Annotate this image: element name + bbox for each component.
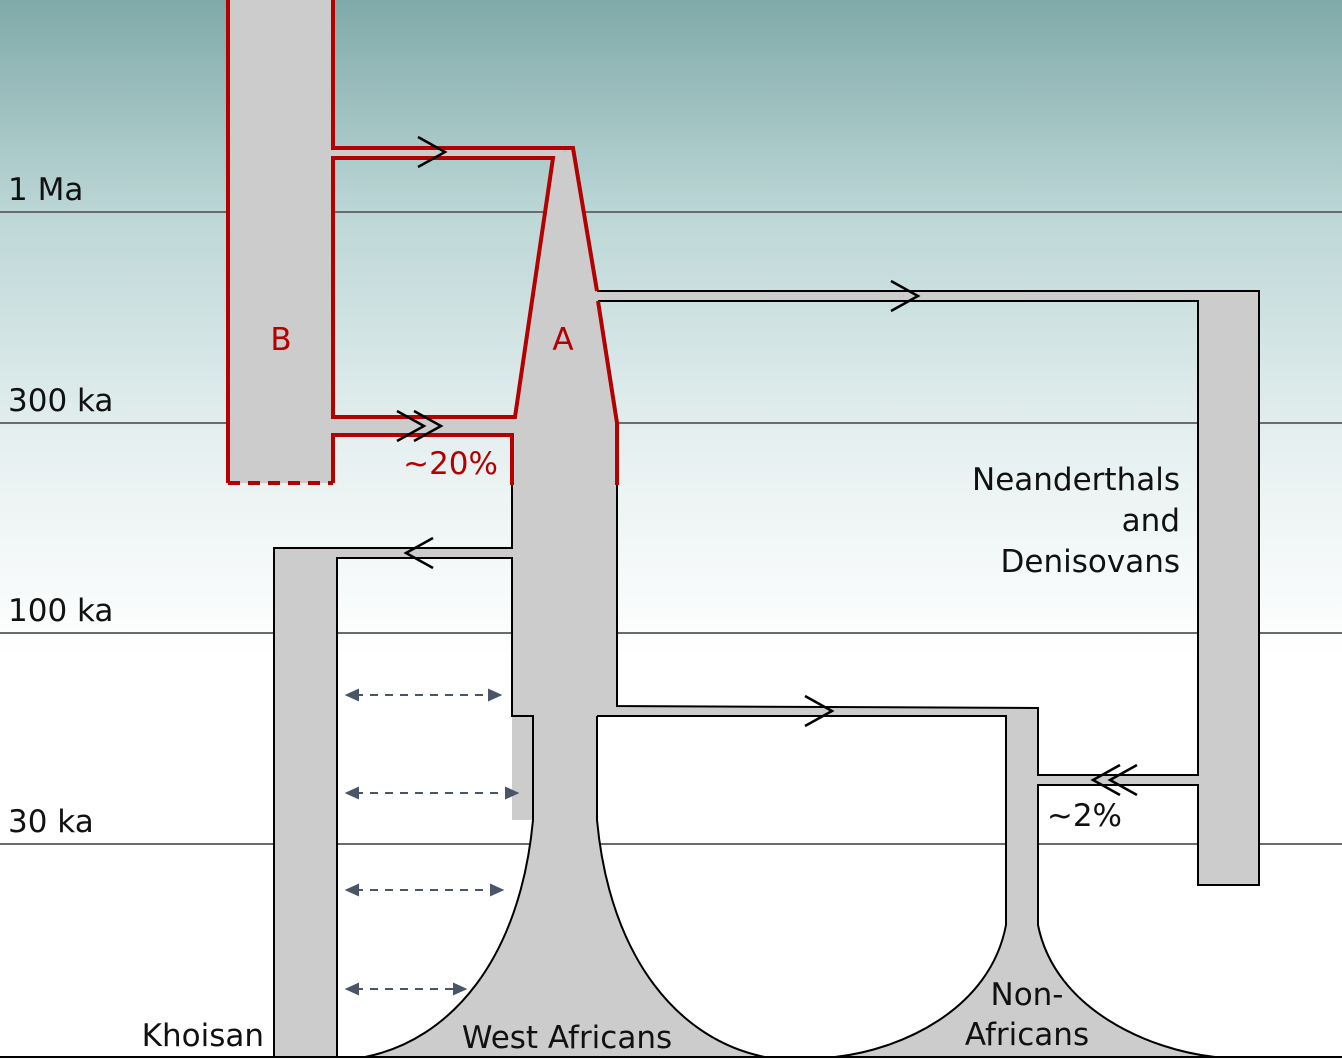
non-africans-label: Non- [991,977,1064,1013]
migration-arrows [344,688,520,996]
neanderthals-label: and [1122,503,1180,539]
time-gridlines [0,211,1342,845]
west-africans-expansion [365,820,765,1057]
non-africans-label: Africans [965,1017,1089,1053]
population-fills [228,0,1259,1057]
b-to-a-channel-upper [333,148,563,158]
arrow-right-icon [417,135,448,169]
bidirectional-arrow-icon [344,688,503,702]
admixture-label-20: ~20% [403,446,498,482]
bidirectional-arrow-icon [344,982,468,996]
neanderthal-admixture-channel [1038,775,1198,785]
double-arrow-left-icon [1090,763,1121,797]
time-label: 30 ka [8,804,94,840]
highlight-outlines [226,0,619,485]
time-label: 100 ka [8,593,113,629]
neanderthals-label: Denisovans [1001,544,1180,580]
arrow-right-icon [890,279,921,313]
population-b-label: B [270,322,291,358]
double-arrow-right-icon [396,409,427,443]
arrow-left-icon [403,536,434,570]
population-b [228,0,333,483]
population-outlines [273,290,1260,1058]
population-a-label: A [552,322,573,358]
non-africans-expansion [835,925,1215,1057]
west-africans-label: West Africans [462,1020,672,1056]
bidirectional-arrow-icon [344,883,505,897]
neanderthals-denisovans [1198,291,1259,885]
gene-flow-arrowheads [396,135,1138,797]
time-label: 300 ka [8,383,113,419]
admixture-label-2: ~2% [1047,798,1122,834]
khoisan-label: Khoisan [142,1018,264,1054]
neanderthal-channel [597,291,1259,301]
bidirectional-arrow-icon [344,786,520,800]
neanderthals-label: Neanderthals [972,462,1180,498]
time-label: 1 Ma [8,172,83,208]
arrow-right-icon [804,694,835,728]
